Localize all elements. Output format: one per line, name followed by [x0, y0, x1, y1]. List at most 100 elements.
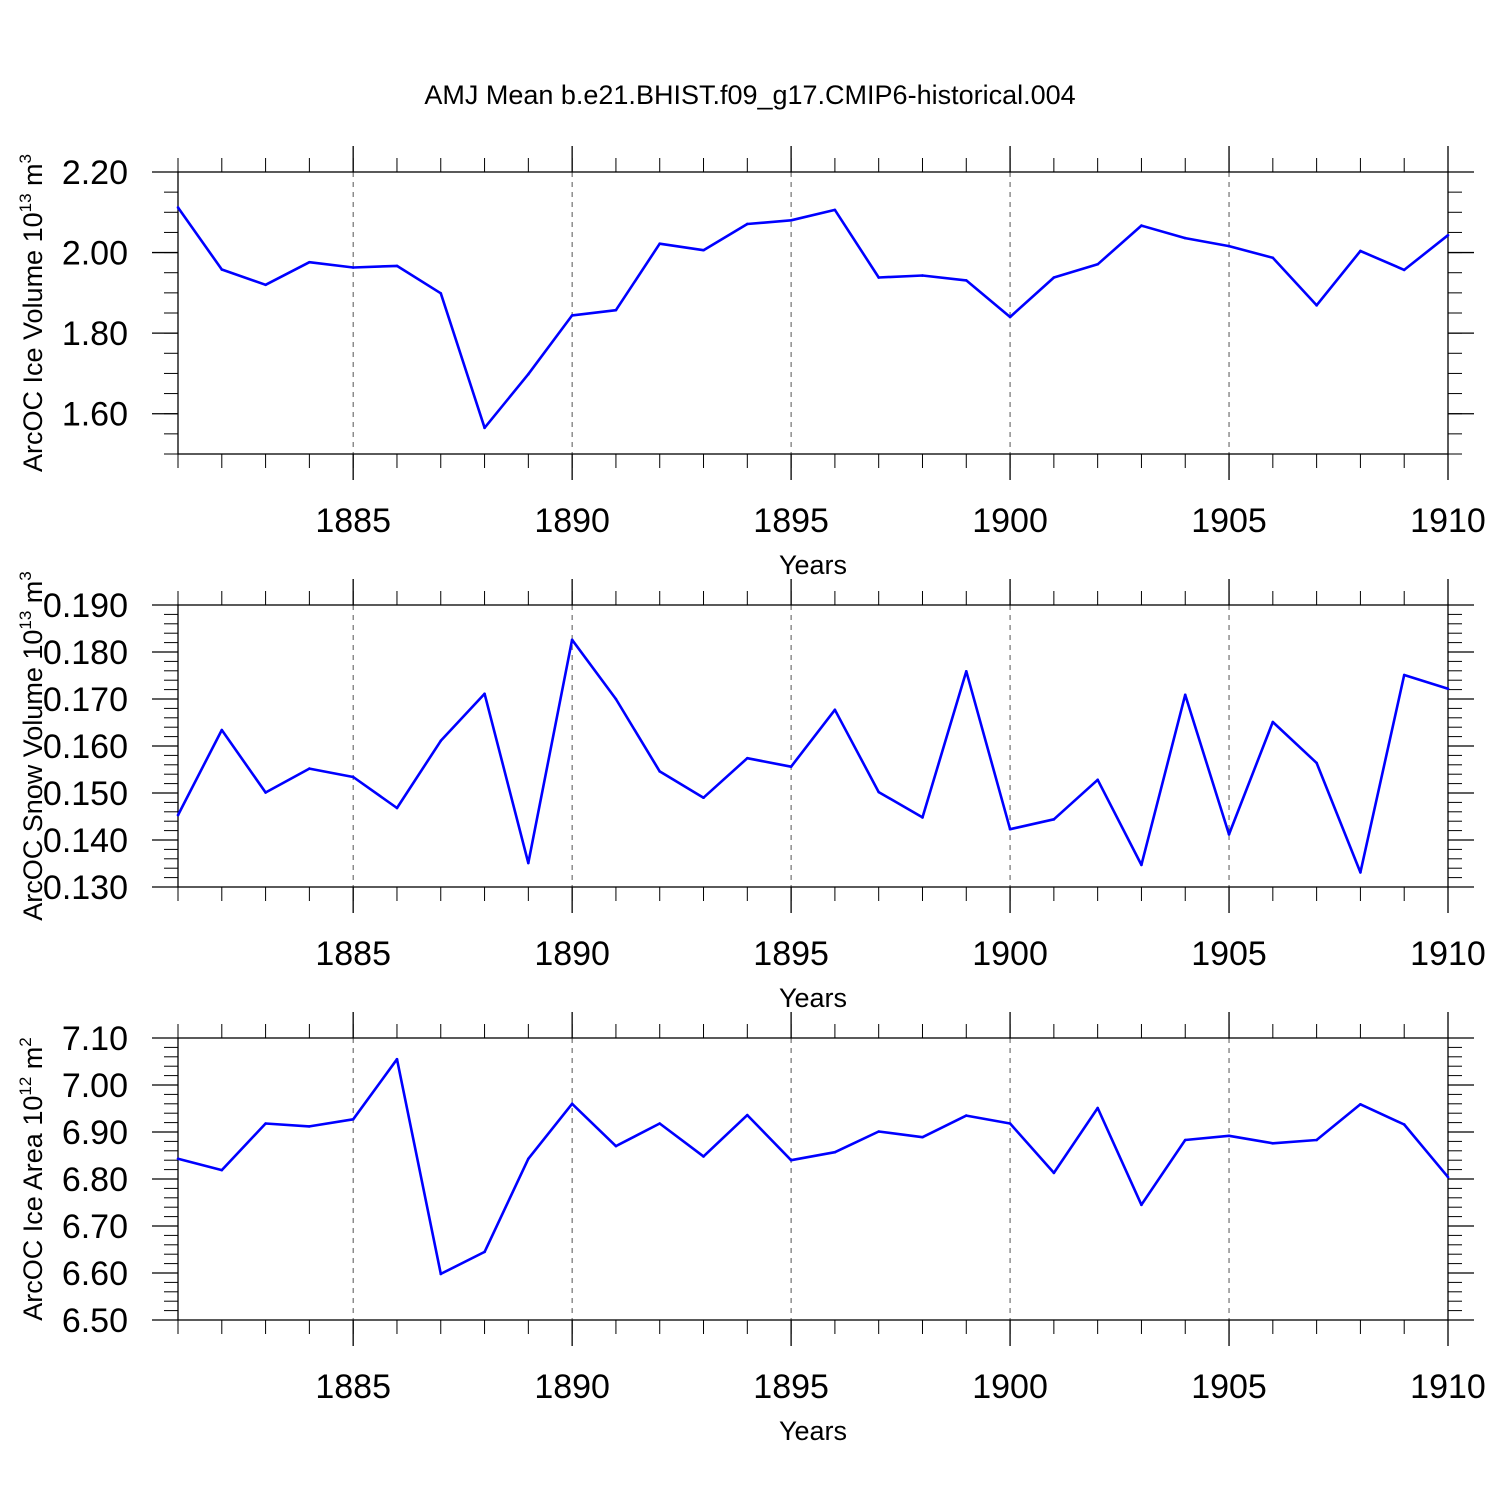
data-point	[1096, 1106, 1099, 1110]
series-line	[176, 638, 1449, 874]
x-axis-label: Years	[779, 550, 847, 580]
data-point	[395, 1057, 399, 1061]
data-point	[1402, 1123, 1406, 1126]
y-tick-label: 0.190	[43, 587, 128, 625]
data-point	[1402, 268, 1406, 272]
data-point	[789, 1158, 793, 1162]
data-point	[746, 756, 749, 760]
data-point	[1052, 1171, 1056, 1175]
y-axis-label: ArcOC Ice Volume 1013 m3	[16, 154, 48, 472]
data-point	[614, 697, 618, 701]
data-point	[527, 372, 530, 376]
data-point	[264, 1122, 267, 1125]
x-axis-label: Years	[779, 983, 847, 1013]
data-point	[527, 861, 530, 865]
data-point	[964, 279, 968, 282]
data-point	[1227, 1134, 1231, 1138]
plot-frame	[177, 604, 1449, 888]
y-tick-label: 6.80	[62, 1161, 128, 1199]
x-tick-label: 1905	[1191, 502, 1267, 540]
series-line	[177, 1057, 1449, 1276]
y-axis-label-text: ArcOC Ice Area 10	[18, 1096, 48, 1321]
y-tick-label: 0.150	[43, 775, 128, 813]
panels: 1885 1890 1895 1900 1905 1910 1.60 1.80 2.00 2.20…	[16, 146, 1486, 1446]
data-point	[1271, 720, 1275, 724]
y-axis-label-text: ArcOC Ice Volume 10	[18, 212, 48, 472]
data-point	[1227, 244, 1231, 248]
data-point	[1008, 315, 1012, 319]
data-point	[351, 266, 355, 269]
data-point	[176, 206, 180, 209]
y-axis-label-unit-exponent: 3	[16, 571, 35, 580]
y-tick-label: 2.00	[62, 235, 128, 273]
data-point	[1315, 761, 1318, 765]
y-tick-label: 0.140	[43, 822, 128, 860]
data-point	[308, 260, 311, 264]
data-point	[1359, 249, 1362, 253]
x-tick-label: 1890	[534, 935, 610, 973]
data-point	[439, 291, 443, 295]
y-axis-label-unit-exponent: 2	[16, 1037, 35, 1046]
data-point	[527, 1157, 530, 1161]
data-point	[1052, 276, 1056, 279]
data-point	[1271, 256, 1275, 260]
x-tick-label: 1895	[753, 935, 829, 973]
data-point	[1271, 1141, 1275, 1145]
data-point	[439, 739, 443, 743]
data-point	[570, 314, 574, 317]
x-tick-label: 1900	[972, 502, 1048, 540]
data-point	[395, 806, 399, 810]
data-point	[220, 268, 224, 271]
y-tick-label: 7.10	[62, 1020, 128, 1058]
x-tick-label: 1885	[315, 1368, 391, 1406]
data-point	[614, 1144, 618, 1148]
y-tick-label: 6.70	[62, 1208, 128, 1246]
data-point	[264, 283, 267, 287]
data-point	[789, 219, 793, 222]
data-point	[483, 692, 486, 696]
data-point	[1140, 863, 1143, 867]
x-tick-label: 1910	[1410, 502, 1486, 540]
data-point	[921, 816, 924, 819]
data-point	[1227, 833, 1231, 836]
y-tick-label: 6.90	[62, 1114, 128, 1152]
data-point	[614, 308, 618, 312]
data-point	[1359, 1102, 1362, 1106]
data-point	[308, 1125, 311, 1128]
y-tick-label: 0.160	[43, 728, 128, 766]
x-tick-label: 1910	[1410, 935, 1486, 973]
y-axis-label: ArcOC Ice Area 1012 m2	[16, 1037, 48, 1321]
data-point	[176, 813, 180, 817]
panel-3: 1885 1890 1895 1900 1905 1910 6.50 6.60 6.70 6.80…	[16, 1012, 1486, 1446]
x-tick-label: 1900	[972, 935, 1048, 973]
data-point	[1183, 236, 1187, 240]
y-axis-label-unit-exponent: 3	[16, 154, 35, 163]
data-point	[1096, 262, 1099, 266]
data-point	[176, 1157, 180, 1161]
data-point	[351, 775, 355, 779]
y-axis-label-unit: m	[18, 1047, 48, 1077]
data-point	[1140, 224, 1143, 227]
x-tick-label: 1885	[315, 502, 391, 540]
y-tick-label: 0.180	[43, 634, 128, 672]
data-point	[220, 728, 224, 732]
y-tick-label: 6.50	[62, 1302, 128, 1340]
data-point	[570, 1102, 574, 1106]
data-point	[746, 1113, 749, 1117]
y-axis-label: ArcOC Snow Volume 1013 m3	[16, 571, 48, 921]
data-point	[1402, 673, 1406, 677]
data-point	[1359, 871, 1362, 874]
data-point	[789, 765, 793, 768]
x-tick-label: 1895	[753, 502, 829, 540]
data-point	[964, 1114, 968, 1117]
data-point	[1052, 818, 1056, 821]
data-point	[1183, 1138, 1187, 1142]
data-point	[1446, 233, 1450, 237]
panel-2: 1885 1890 1895 1900 1905 1910 0.130 0.140 0.150 0…	[16, 571, 1486, 1013]
data-point	[702, 248, 705, 252]
data-point	[833, 208, 837, 212]
data-point	[351, 1118, 355, 1121]
data-point	[439, 1272, 443, 1276]
y-axis-label-exponent: 13	[16, 611, 35, 630]
